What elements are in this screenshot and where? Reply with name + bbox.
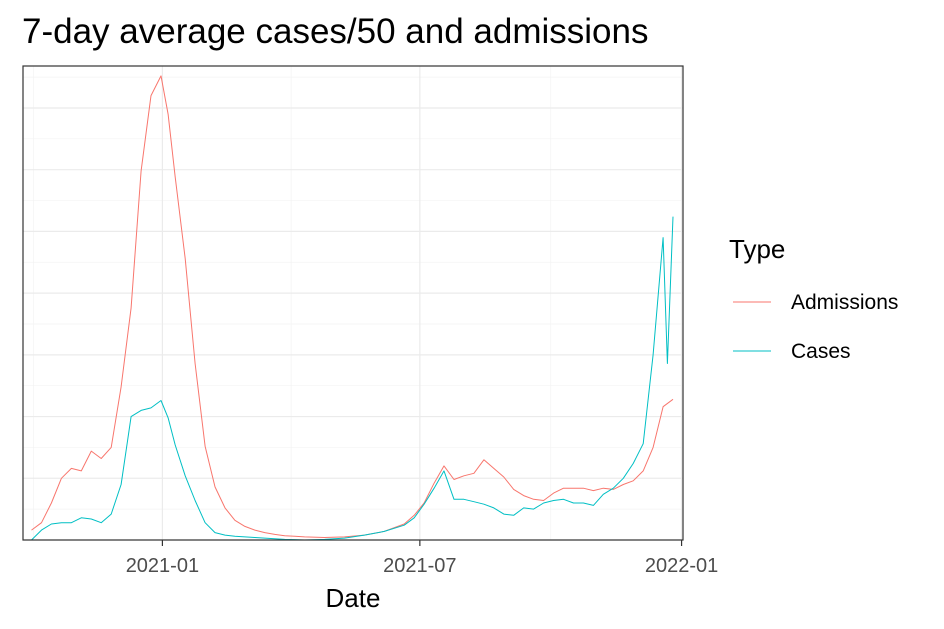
legend-entries: Admissions Cases (733, 291, 898, 363)
legend: Type Admissions Cases (729, 234, 898, 363)
x-tick-label: 2021-07 (383, 555, 456, 577)
chart-title: 7-day average cases/50 and admissions (22, 12, 648, 51)
x-tick-label: 2022-01 (645, 555, 718, 577)
legend-title: Type (729, 234, 785, 264)
grid-major (23, 66, 683, 541)
series-layer (31, 75, 674, 541)
grid-minor (23, 66, 683, 540)
x-tick-label: 2021-01 (126, 555, 199, 577)
series-line-cases (31, 216, 674, 541)
series-line-admissions (31, 75, 674, 538)
legend-label-cases: Cases (791, 340, 851, 363)
legend-label-admissions: Admissions (791, 291, 898, 314)
plot-panel-border (22, 65, 684, 541)
x-axis-label: Date (326, 583, 381, 613)
x-axis: 2021-01 2021-07 2022-01 (126, 540, 718, 577)
